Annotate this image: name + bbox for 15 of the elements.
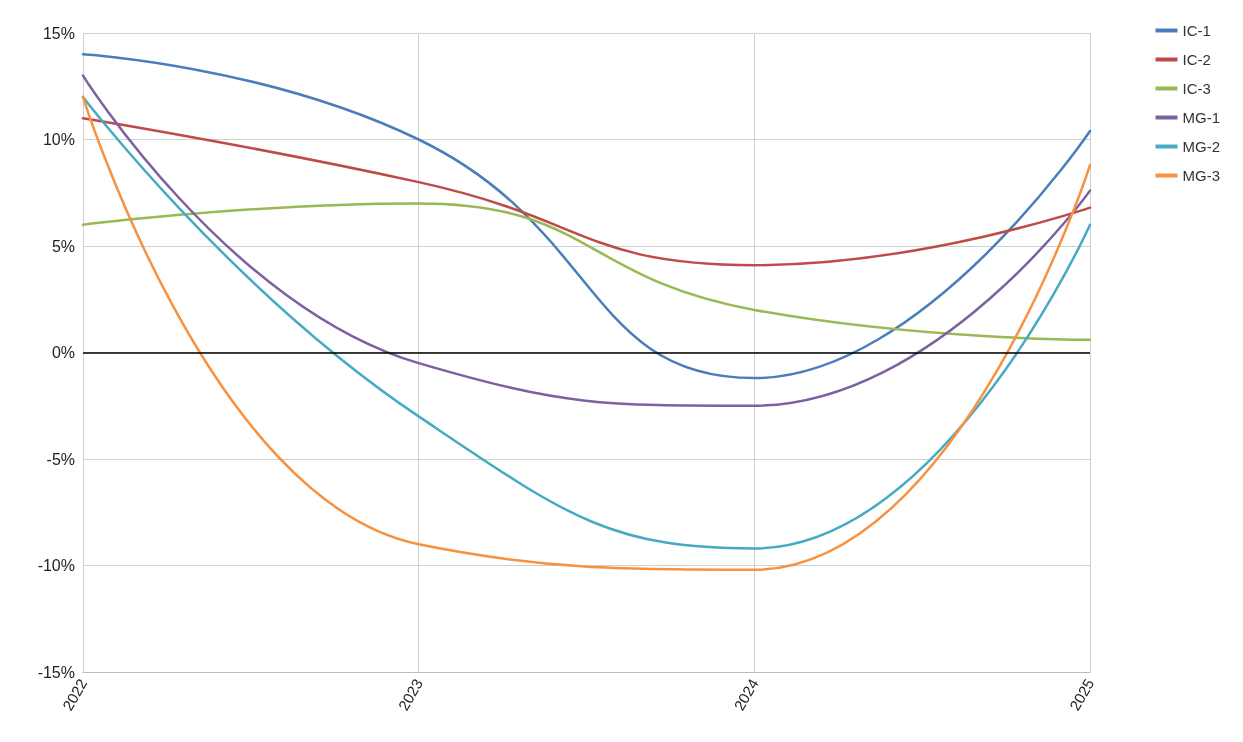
legend-label: MG-3 [1182, 167, 1220, 184]
y-tick-label: 0% [51, 344, 75, 361]
y-tick-label: 5% [51, 237, 75, 255]
legend-label: MG-2 [1182, 138, 1220, 155]
line-series [81, 202, 1092, 341]
legend-label: MG-1 [1182, 109, 1220, 126]
y-tick-label: 10% [42, 131, 75, 148]
legend-label: IC-1 [1182, 22, 1211, 39]
legend-label: IC-2 [1182, 51, 1211, 68]
y-tick-label: -10% [37, 557, 75, 574]
line-series [81, 116, 1092, 267]
y-tick-label: -15% [37, 663, 75, 681]
y-tick-label: -5% [46, 450, 75, 468]
legend-label: IC-3 [1182, 80, 1211, 97]
y-tick-label: 15% [42, 24, 75, 42]
